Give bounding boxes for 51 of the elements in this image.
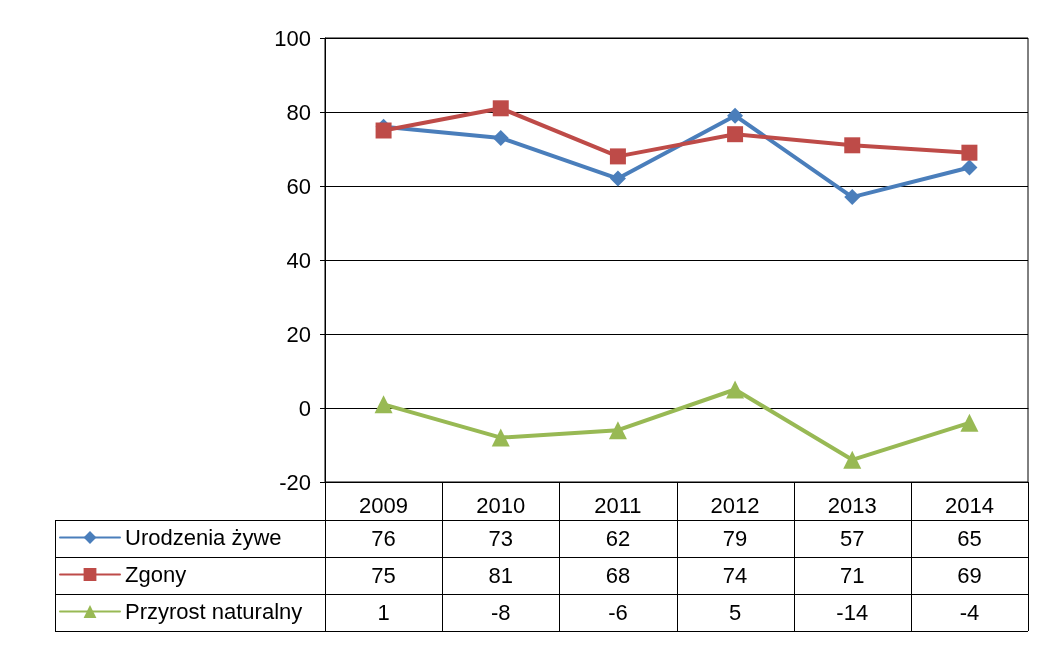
point xyxy=(608,421,627,440)
x-tick-label: 2010 xyxy=(476,492,526,518)
x-tick-label: 2013 xyxy=(827,492,877,518)
data-label: 73 xyxy=(488,526,513,551)
point xyxy=(492,100,509,117)
point xyxy=(843,450,862,469)
y-tick-label: 80 xyxy=(286,99,311,125)
data-label: -8 xyxy=(490,600,511,625)
x-tick-label: 2009 xyxy=(359,492,409,518)
data-label: -6 xyxy=(608,600,628,625)
y-tick-label: 100 xyxy=(274,25,311,51)
data-label: 1 xyxy=(377,600,390,625)
point xyxy=(375,122,392,139)
y-tick-label: 0 xyxy=(298,395,311,421)
data-label: 81 xyxy=(488,563,513,588)
point xyxy=(609,170,626,187)
point xyxy=(491,428,510,447)
data-label: 75 xyxy=(371,563,396,588)
point xyxy=(726,380,745,399)
legend-label: Przyrost naturalny xyxy=(125,599,303,624)
data-label: -14 xyxy=(836,600,869,625)
point xyxy=(960,413,979,432)
point xyxy=(727,107,744,124)
y-tick-label: -20 xyxy=(279,469,311,495)
data-label: 71 xyxy=(840,563,865,588)
point xyxy=(374,395,393,414)
data-label: 76 xyxy=(371,526,396,551)
x-tick-label: 2014 xyxy=(944,492,994,518)
point xyxy=(961,159,978,176)
data-label: 62 xyxy=(605,526,631,551)
x-tick-label: 2012 xyxy=(710,492,760,518)
legend-label: Urodzenia żywe xyxy=(125,525,282,550)
data-label: 69 xyxy=(957,563,982,588)
data-label: 5 xyxy=(728,600,742,625)
data-label: 65 xyxy=(957,526,982,551)
data-label: -4 xyxy=(959,600,980,625)
data-label: 57 xyxy=(840,526,865,551)
point xyxy=(492,129,509,146)
point xyxy=(844,189,861,206)
legend-label: Zgony xyxy=(125,562,187,587)
data-label: 68 xyxy=(605,563,631,588)
y-tick-label: 60 xyxy=(286,173,311,199)
data-label: 74 xyxy=(722,563,748,588)
point xyxy=(961,144,978,161)
point xyxy=(609,148,626,165)
point xyxy=(727,126,744,143)
data-label: 79 xyxy=(722,526,748,551)
y-tick-label: 20 xyxy=(286,321,311,347)
point xyxy=(844,137,861,154)
y-tick-label: 40 xyxy=(286,247,311,273)
x-tick-label: 2011 xyxy=(594,492,642,518)
